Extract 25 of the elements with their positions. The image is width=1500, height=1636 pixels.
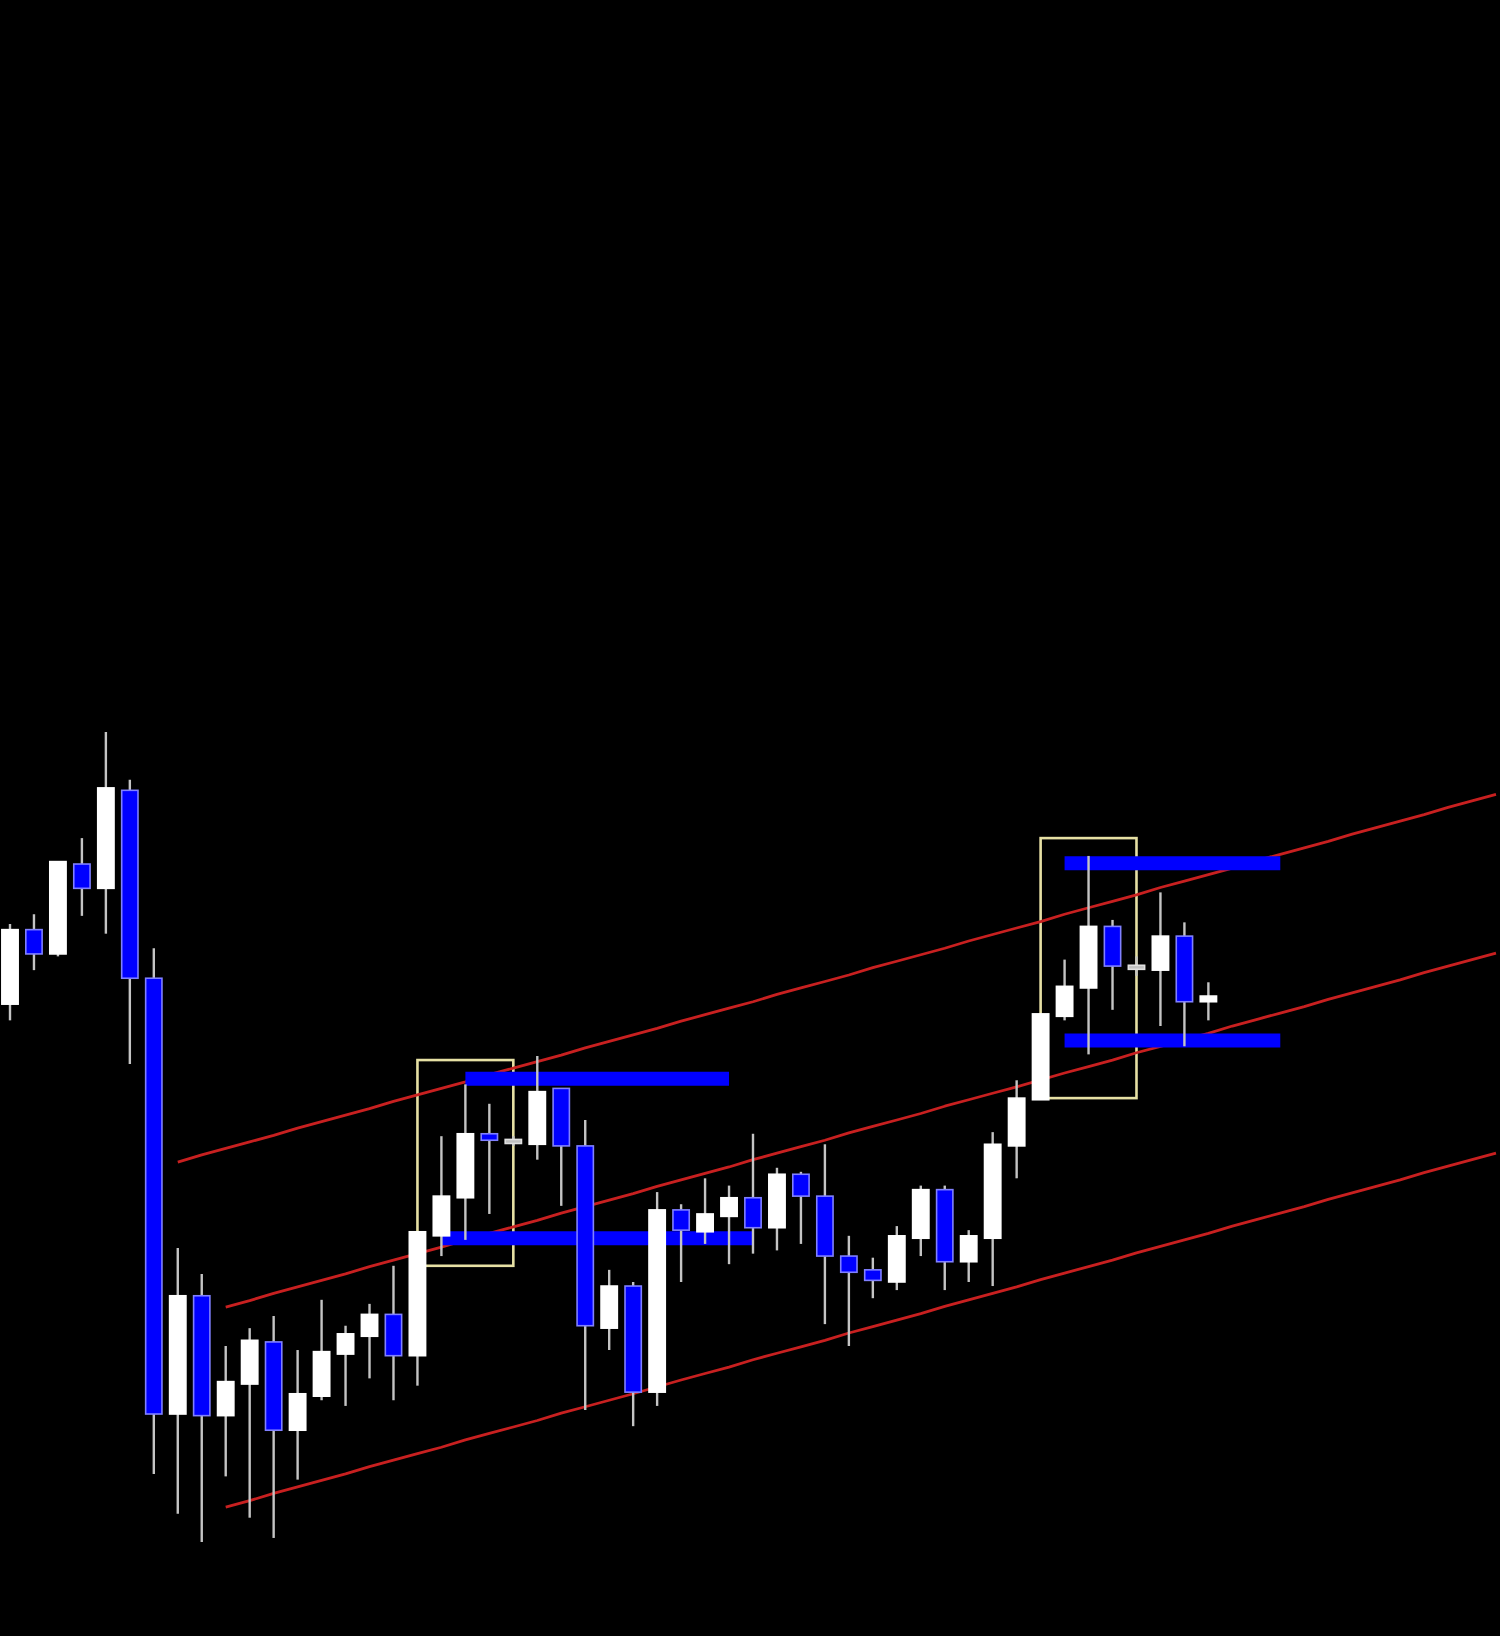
candlestick: [791, 1170, 810, 1246]
candlestick: [216, 1344, 235, 1478]
candlestick: [1103, 918, 1122, 1012]
candlestick: [432, 1134, 451, 1258]
candlestick: [1127, 955, 1146, 978]
candlestick: [288, 1348, 307, 1481]
candlestick: [240, 1326, 259, 1519]
candlestick: [336, 1324, 355, 1408]
candlestick: [480, 1102, 499, 1216]
candlestick: [25, 913, 43, 972]
candlestick: [312, 1298, 331, 1402]
candlestick: [839, 1234, 858, 1348]
candlestick: [600, 1268, 619, 1352]
candlestick: [1055, 958, 1074, 1022]
candlestick: [887, 1224, 906, 1292]
candlestick: [720, 1184, 738, 1266]
candlestick: [384, 1264, 403, 1402]
candlestick: [1007, 1079, 1026, 1180]
candlestick: [72, 836, 91, 918]
candlestick: [696, 1177, 715, 1246]
candlestick: [1151, 891, 1170, 1028]
candlestick: [1199, 981, 1218, 1022]
candlestick: [959, 1228, 978, 1284]
candlestick: [863, 1256, 882, 1300]
candlestick: [360, 1302, 379, 1380]
